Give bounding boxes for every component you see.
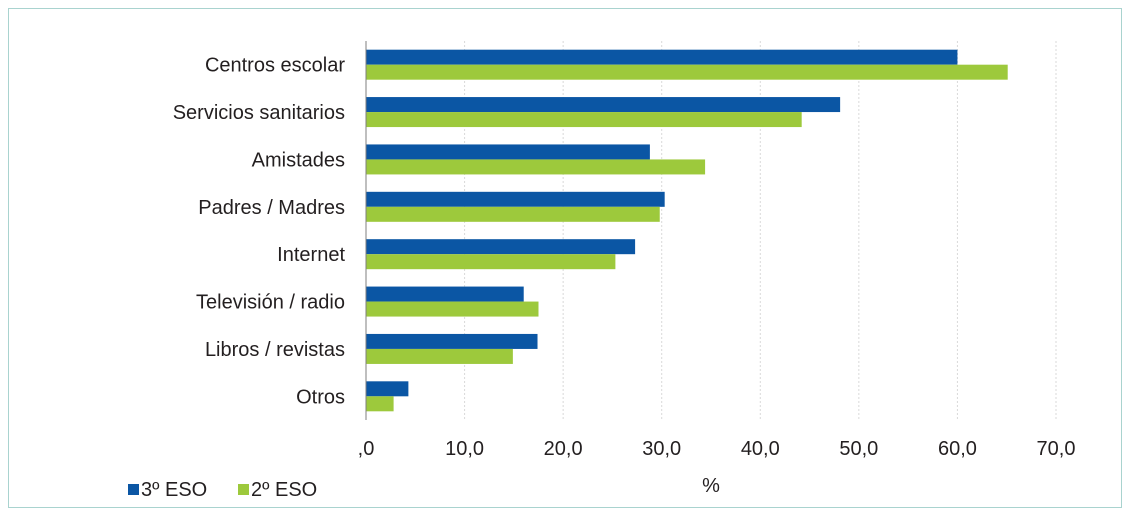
category-label: Centros escolar — [205, 55, 345, 77]
bar — [366, 396, 394, 412]
bar — [366, 381, 409, 397]
category-label: Internet — [277, 244, 345, 266]
bar — [366, 301, 539, 317]
bar — [366, 49, 958, 65]
category-label: Padres / Madres — [198, 197, 345, 219]
bar — [366, 239, 636, 255]
x-tick-label: 20,0 — [544, 438, 583, 460]
x-tick-labels: ,0 10,0 20,0 30,0 40,0 50,0 60,0 70,0 — [358, 438, 1076, 460]
bar — [366, 206, 660, 222]
bar — [366, 97, 841, 113]
bar — [366, 254, 616, 270]
bar — [366, 112, 802, 128]
legend: 3º ESO 2º ESO — [128, 479, 317, 501]
category-label: Otros — [296, 386, 345, 408]
x-tick-label: 30,0 — [642, 438, 681, 460]
bar — [366, 64, 1008, 80]
x-axis-title: % — [702, 475, 720, 497]
legend-label: 3º ESO — [141, 479, 207, 501]
x-tick-label: 40,0 — [741, 438, 780, 460]
bar — [366, 333, 538, 349]
bar — [366, 144, 650, 160]
legend-label: 2º ESO — [251, 479, 317, 501]
x-tick-label: 50,0 — [839, 438, 878, 460]
bar — [366, 159, 706, 175]
bar — [366, 191, 665, 207]
category-label: Televisión / radio — [196, 292, 345, 314]
x-tick-label: 10,0 — [445, 438, 484, 460]
bar — [366, 286, 524, 302]
legend-swatch — [128, 484, 139, 495]
bar-group — [366, 49, 1008, 412]
legend-swatch — [238, 484, 249, 495]
category-labels: Centros escolar Servicios sanitarios Amist… — [173, 55, 346, 409]
x-tick-label: ,0 — [358, 438, 375, 460]
x-tick-label: 70,0 — [1037, 438, 1076, 460]
bar — [366, 348, 513, 364]
category-label: Servicios sanitarios — [173, 102, 345, 124]
category-label: Libros / revistas — [205, 339, 345, 361]
x-tick-label: 60,0 — [938, 438, 977, 460]
category-label: Amistades — [252, 149, 345, 171]
grid-lines — [464, 41, 1057, 420]
